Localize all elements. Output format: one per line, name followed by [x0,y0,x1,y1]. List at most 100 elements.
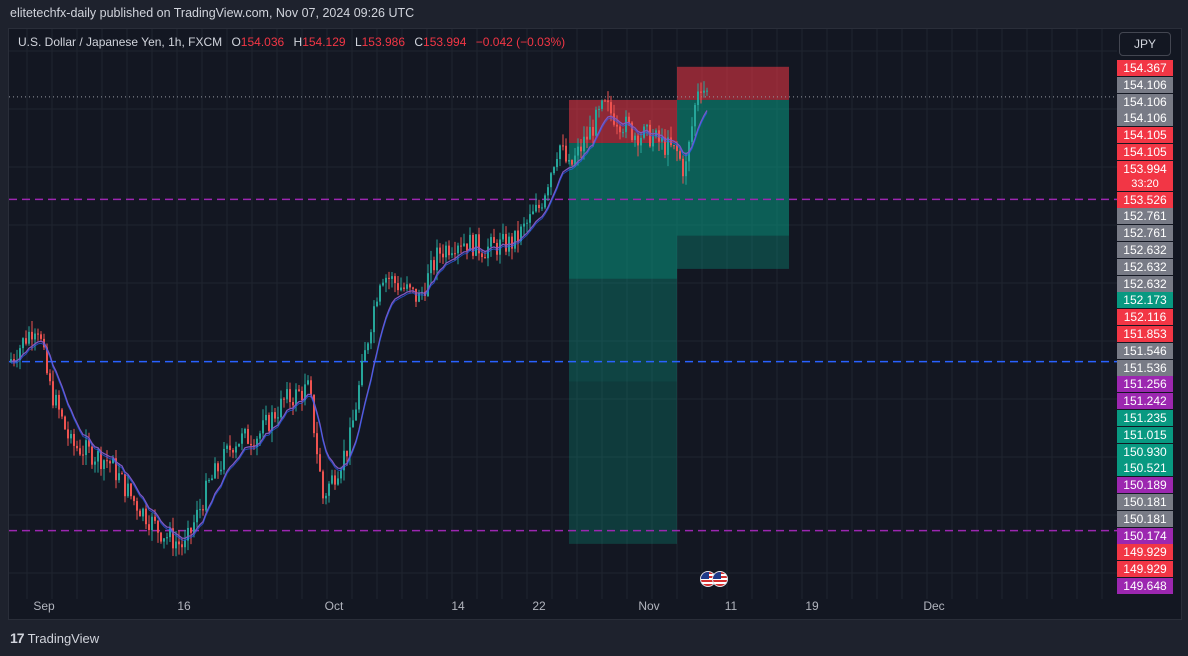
candle-body [139,510,141,517]
time-label: 19 [805,599,819,613]
candle-body [55,394,57,406]
candle-body [679,151,681,159]
candle-body [301,390,303,401]
chart-pane[interactable] [8,28,1182,620]
candle-body [631,122,633,141]
us-flag-icon[interactable] [712,571,728,587]
candle-body [142,508,144,517]
candle-body [469,234,471,251]
candle-body [526,222,528,224]
candle-body [151,516,153,531]
price-tag: 152.632 [1117,242,1173,258]
candle-body [427,273,429,297]
candle-body [409,284,411,288]
candle-body [394,276,396,284]
candle-body [283,398,285,400]
candle-body [154,516,156,521]
candle-body [250,443,252,446]
price-tag: 154.105 [1117,144,1173,160]
candle-body [598,108,600,110]
candle-body [88,440,90,447]
economic-events[interactable] [700,571,728,587]
candle-body [76,445,78,449]
time-axis[interactable]: Sep 16 Oct 14 22 Nov 11 19 Dec [8,598,1116,616]
candle-body [211,478,213,481]
price-tag: 152.632 [1117,275,1173,292]
price-tag: 152.761 [1117,225,1173,242]
candle-body [382,282,384,286]
candle-body [580,146,582,152]
currency-button[interactable]: JPY [1119,32,1171,56]
candle-body [79,448,81,455]
candle-body [577,146,579,156]
price-tag: 152.761 [1117,208,1173,225]
candle-body [334,475,336,485]
price-tag: 150.930 [1117,443,1173,460]
price-tag: 151.235 [1117,410,1173,426]
candle-body [700,91,702,93]
candle-body [445,245,447,258]
candle-body [238,443,240,447]
candle-body [511,236,513,249]
price-tag: 154.106 [1117,93,1173,110]
candle-body [484,257,486,259]
candle-body [535,204,537,212]
take-profit-zone [569,278,677,382]
candle-body [619,126,621,133]
low-label: L [354,35,362,49]
candle-body [361,360,363,386]
price-tag: 150.181 [1117,494,1173,510]
candle-body [331,475,333,484]
price-tag: 150.189 [1117,477,1173,494]
candle-body [670,137,672,146]
candle-body [265,414,267,421]
bar-countdown: 33:20 [1117,177,1173,191]
candle-body [571,160,573,165]
time-label: 11 [724,599,738,613]
take-profit-zone [569,381,677,544]
candle-body [661,137,663,142]
candle-body [61,409,63,417]
candle-body [58,394,60,410]
time-label: 16 [177,599,191,613]
candle-body [478,234,480,254]
price-tag: 154.106 [1117,110,1173,127]
candle-body [325,495,327,499]
candle-body [673,145,675,147]
price-tag: 151.546 [1117,342,1173,359]
change-value: −0.042 (−0.03%) [475,35,566,49]
candle-body [103,460,105,469]
candle-body [703,90,705,93]
candle-body [160,532,162,542]
candle-body [547,187,549,196]
price-tag: 154.106 [1117,76,1173,93]
candle-body [316,433,318,455]
price-tag: 152.116 [1117,309,1173,326]
price-chart[interactable] [9,29,1117,599]
candle-body [400,287,402,291]
high-label: H [293,35,303,49]
candle-body [298,389,300,391]
candle-body [481,253,483,258]
price-tag: 153.526 [1117,191,1173,208]
candle-body [406,284,408,289]
candle-body [169,528,171,538]
candle-body [652,136,654,147]
symbol-name[interactable]: U.S. Dollar / Japanese Yen, 1h, FXCM [18,35,223,49]
candle-body [313,394,315,434]
price-tag: 154.367 [1117,60,1173,76]
candle-body [109,461,111,464]
symbol-legend: U.S. Dollar / Japanese Yen, 1h, FXCM O15… [18,35,565,49]
candle-body [262,420,264,434]
candle-body [628,116,630,123]
price-tag: 149.929 [1117,561,1173,578]
candle-body [214,463,216,479]
open-label: O [231,35,241,49]
candle-body [691,126,693,142]
candle-body [25,338,27,344]
candle-body [706,90,708,92]
publisher-header: elitetechfx-daily published on TradingVi… [10,6,415,20]
candle-body [586,136,588,140]
candle-body [541,207,543,209]
candle-body [73,433,75,446]
